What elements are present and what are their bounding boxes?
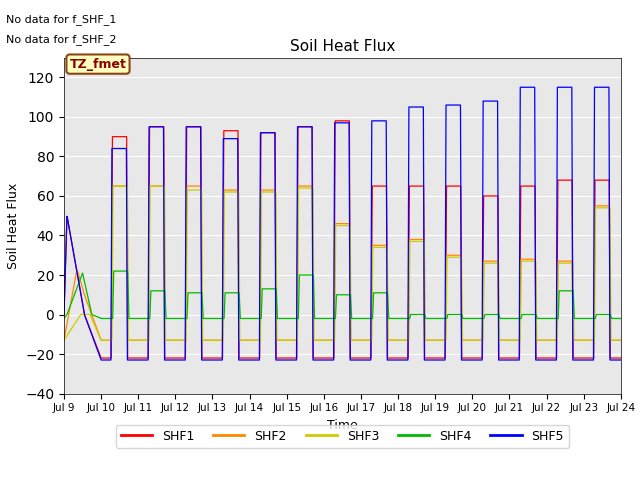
SHF1	[617, 355, 625, 361]
SHF3	[406, 239, 414, 244]
SHF2	[212, 337, 220, 343]
SHF5	[593, 84, 601, 90]
SHF1	[593, 177, 601, 183]
SHF5	[212, 357, 220, 363]
SHF2	[348, 337, 356, 343]
Line: SHF2: SHF2	[64, 186, 621, 340]
SHF3	[109, 183, 117, 189]
SHF4	[60, 316, 68, 322]
SHF1	[164, 355, 172, 361]
SHF1	[332, 118, 339, 124]
SHF1	[212, 355, 220, 361]
SHF1	[97, 355, 105, 361]
SHF2	[109, 183, 116, 189]
SHF4	[617, 316, 625, 322]
SHF5	[164, 357, 172, 363]
SHF3	[164, 337, 172, 343]
SHF3	[60, 337, 68, 343]
Text: No data for f_SHF_1: No data for f_SHF_1	[6, 14, 116, 25]
SHF1	[406, 183, 414, 189]
SHF3	[508, 337, 516, 343]
SHF3	[617, 337, 625, 343]
SHF5	[508, 357, 516, 363]
Text: TZ_fmet: TZ_fmet	[70, 58, 127, 71]
SHF4	[406, 314, 414, 320]
SHF4	[508, 316, 516, 322]
SHF5	[516, 84, 524, 90]
SHF1	[60, 312, 68, 317]
Title: Soil Heat Flux: Soil Heat Flux	[290, 39, 395, 54]
SHF2	[406, 237, 414, 242]
SHF4	[212, 316, 220, 322]
SHF4	[348, 316, 356, 322]
Line: SHF4: SHF4	[64, 271, 621, 319]
SHF2	[60, 337, 68, 343]
SHF2	[164, 337, 172, 343]
SHF5	[348, 357, 356, 363]
Line: SHF5: SHF5	[64, 87, 621, 360]
SHF2	[617, 337, 625, 343]
SHF2	[508, 337, 516, 343]
SHF4	[110, 268, 118, 274]
SHF5	[617, 357, 625, 363]
Line: SHF1: SHF1	[64, 121, 621, 358]
SHF3	[593, 205, 600, 211]
SHF5	[97, 357, 105, 363]
SHF2	[593, 203, 600, 209]
SHF5	[60, 312, 68, 317]
SHF1	[508, 355, 516, 361]
Legend: SHF1, SHF2, SHF3, SHF4, SHF5: SHF1, SHF2, SHF3, SHF4, SHF5	[116, 425, 569, 448]
SHF1	[348, 355, 356, 361]
SHF4	[593, 312, 600, 317]
SHF3	[212, 337, 220, 343]
X-axis label: Time: Time	[327, 419, 358, 432]
SHF4	[164, 316, 172, 322]
Text: No data for f_SHF_2: No data for f_SHF_2	[6, 34, 117, 45]
SHF3	[348, 337, 356, 343]
SHF5	[406, 104, 414, 110]
Y-axis label: Soil Heat Flux: Soil Heat Flux	[6, 182, 20, 269]
Line: SHF3: SHF3	[64, 186, 621, 340]
